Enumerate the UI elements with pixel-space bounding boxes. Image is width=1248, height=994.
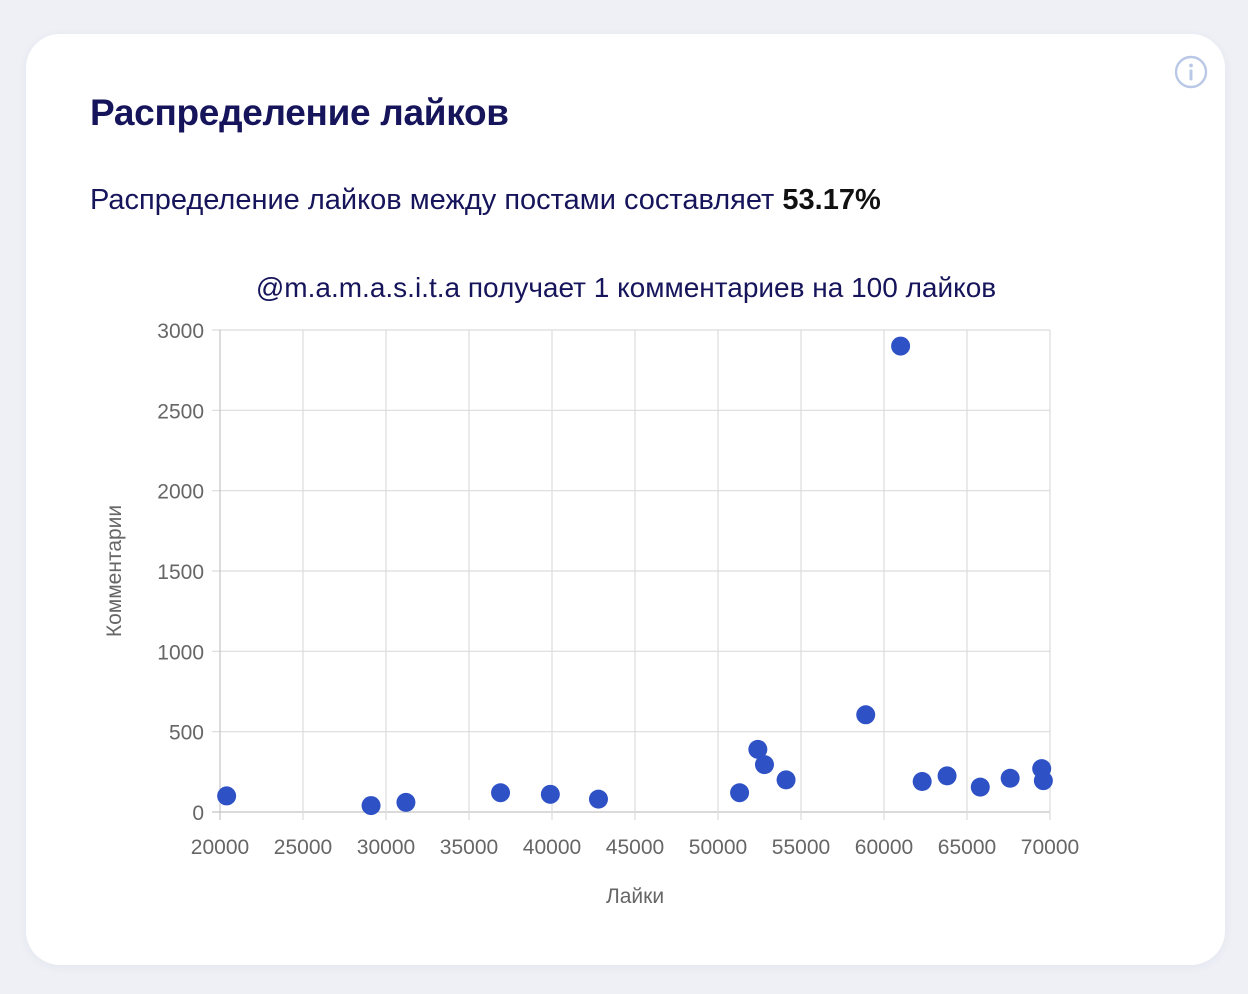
y-tick-label: 0: [192, 802, 204, 825]
chart-title: @m.a.m.a.s.i.t.a получает 1 комментариев…: [256, 272, 996, 303]
x-tick-label: 55000: [772, 836, 830, 859]
scatter-point[interactable]: [856, 705, 876, 725]
y-tick-label: 1000: [157, 641, 204, 664]
y-tick-label: 3000: [157, 320, 204, 343]
x-tick-label: 30000: [357, 836, 415, 859]
summary-text: Распределение лайков между постами соста…: [90, 184, 881, 217]
scatter-point[interactable]: [748, 739, 768, 759]
x-tick-label: 60000: [855, 836, 913, 859]
y-tick-label: 2500: [157, 400, 204, 423]
y-tick-label: 500: [169, 722, 204, 745]
scatter-point[interactable]: [937, 766, 957, 786]
summary-value: 53.17%: [782, 184, 881, 216]
x-tick-label: 25000: [274, 836, 332, 859]
x-tick-label: 20000: [191, 836, 249, 859]
x-axis-label: Лайки: [606, 885, 664, 908]
scatter-point[interactable]: [217, 786, 237, 806]
scatter-point[interactable]: [491, 783, 511, 803]
scatter-point[interactable]: [396, 792, 416, 812]
data-points: [217, 336, 1053, 816]
scatter-point[interactable]: [891, 336, 911, 356]
x-tick-label: 65000: [938, 836, 996, 859]
scatter-point[interactable]: [588, 789, 608, 809]
x-tick-label: 35000: [440, 836, 498, 859]
x-axis-ticks: 20000 25000 30000 35000 40000 45000 50000 55000…: [191, 836, 1079, 859]
card-title: Распределение лайков: [90, 92, 509, 133]
y-axis-label: Комментарии: [103, 505, 126, 637]
summary-label: Распределение лайков между постами соста…: [90, 184, 783, 216]
scatter-point[interactable]: [540, 784, 560, 804]
likes-distribution-card: Распределение лайков Распределение лайко…: [26, 34, 1225, 965]
scatter-point[interactable]: [730, 783, 750, 803]
scatter-point[interactable]: [1033, 771, 1053, 791]
scatter-point[interactable]: [361, 796, 381, 816]
x-tick-label: 70000: [1021, 836, 1079, 859]
y-tick-label: 2000: [157, 481, 204, 504]
scatter-chart: @m.a.m.a.s.i.t.a получает 1 комментариев…: [103, 272, 1079, 908]
scatter-point[interactable]: [754, 755, 774, 775]
info-icon[interactable]: [1174, 55, 1208, 89]
chart-grid: [212, 329, 1051, 820]
y-axis-ticks: 0 500 1000 1500 2000 2500 3000: [157, 320, 204, 825]
x-tick-label: 40000: [523, 836, 581, 859]
x-tick-label: 50000: [689, 836, 747, 859]
scatter-point[interactable]: [970, 777, 990, 797]
y-tick-label: 1500: [157, 561, 204, 584]
scatter-point[interactable]: [776, 770, 796, 790]
scatter-point[interactable]: [1000, 768, 1020, 788]
x-tick-label: 45000: [606, 836, 664, 859]
scatter-point[interactable]: [912, 771, 932, 791]
